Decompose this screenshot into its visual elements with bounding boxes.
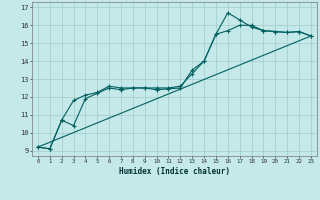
X-axis label: Humidex (Indice chaleur): Humidex (Indice chaleur) [119,167,230,176]
